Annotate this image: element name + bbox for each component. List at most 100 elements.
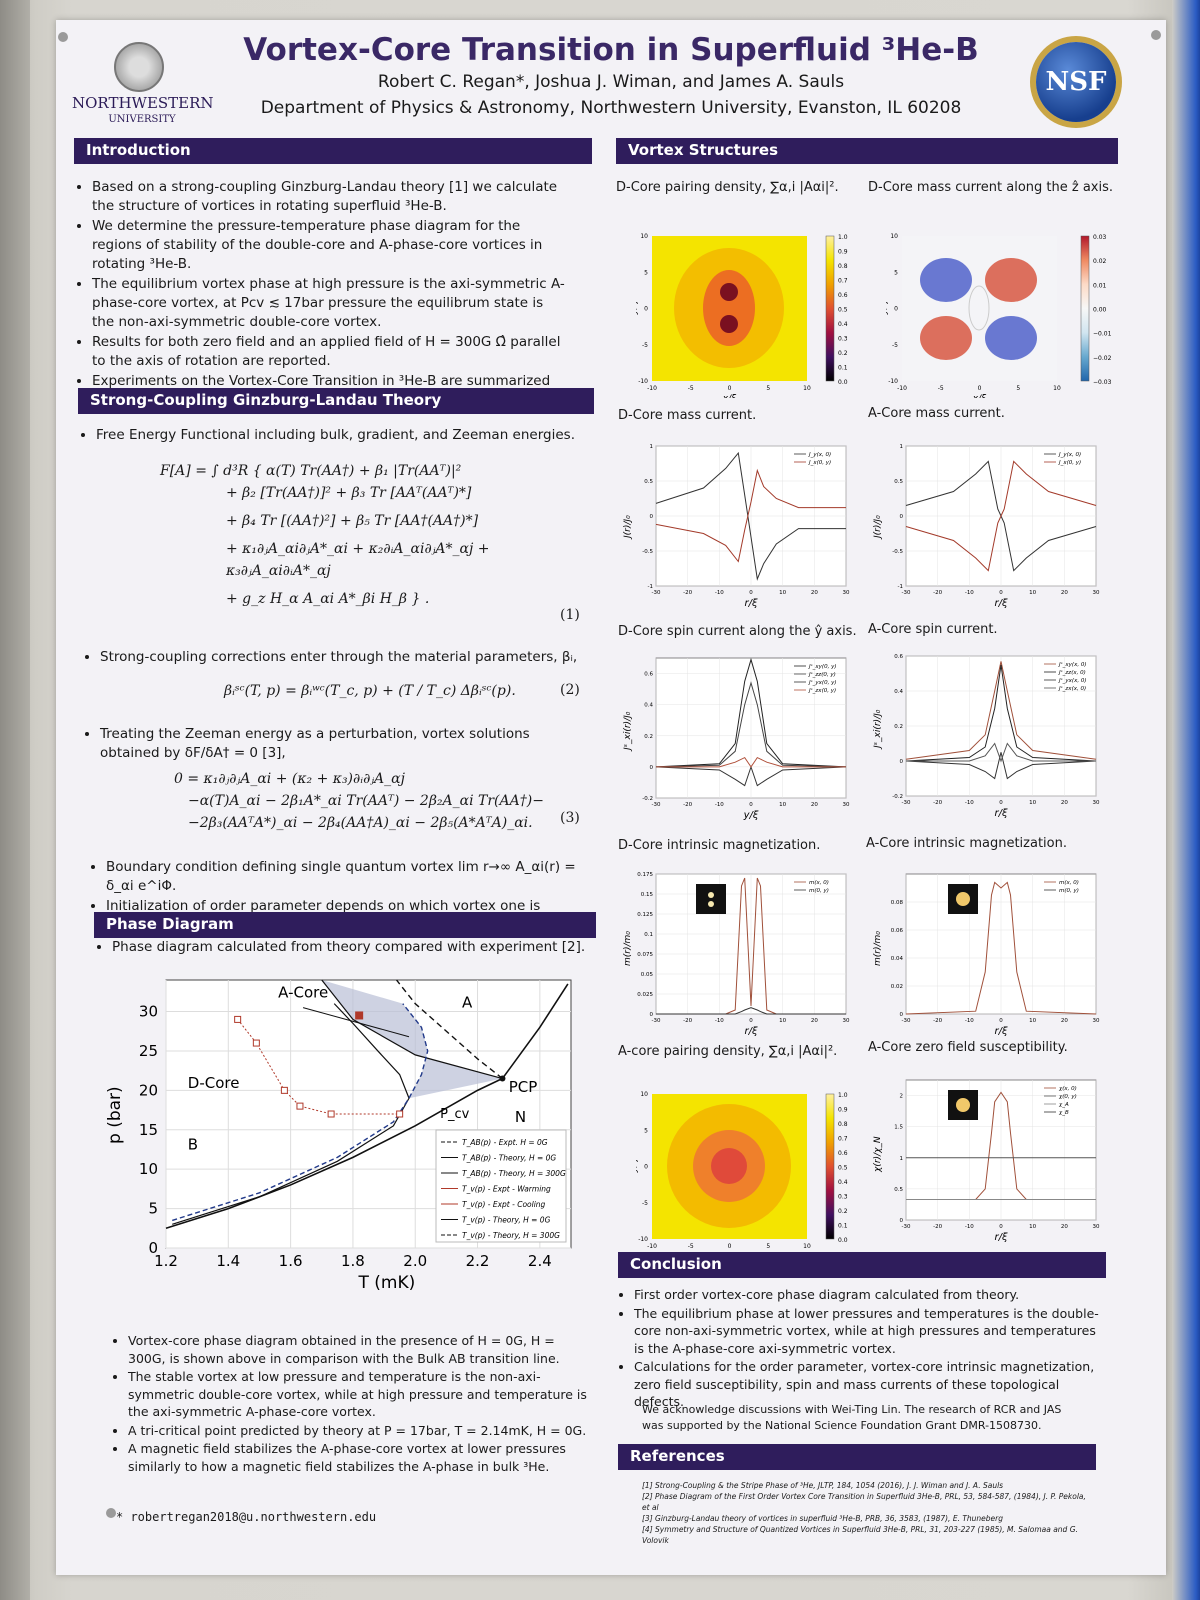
region-label: A [462, 994, 473, 1012]
x-tick-label: -5 [688, 1243, 694, 1250]
conclusion-bullet: Calculations for the order parameter, vo… [634, 1358, 1108, 1411]
heatmap-core [703, 270, 755, 346]
board-right-edge [1172, 0, 1200, 1600]
core-outline [968, 285, 990, 331]
x-tick-label: 0 [999, 1224, 1003, 1230]
x-tick-label: -30 [652, 802, 661, 808]
section-vortex-structures-heading: Vortex Structures [616, 138, 1118, 164]
x-tick-label: 10 [779, 1018, 786, 1024]
legend-entry: m(x, 0) [1059, 880, 1079, 886]
y-tick-label: -5 [642, 1200, 648, 1207]
colorbar-tick: −0.03 [1093, 379, 1112, 386]
legend-entry: m(0, y) [1059, 888, 1079, 894]
x-tick-label: -20 [933, 590, 942, 596]
equation-2: βᵢˢᶜ(T, p) = βᵢʷᶜ(T_c, p) + (T / T_c) Δβ… [224, 683, 516, 699]
y-tick-label: 0.4 [644, 703, 653, 709]
y-tick-label: -1 [898, 584, 903, 590]
x-axis-label: r/ξ [744, 598, 757, 609]
x-tick-label: 10 [779, 802, 786, 808]
y-axis-label: y/ξ [636, 300, 639, 315]
y-tick-label: 0 [900, 1218, 904, 1224]
cooling-data-point [280, 1086, 288, 1094]
poster: NORTHWESTERN UNIVERSITY Vortex-Core Trans… [56, 20, 1166, 1575]
x-tick-label: -20 [933, 1018, 942, 1024]
series-line [905, 881, 1097, 1015]
colorbar-tick: 0.2 [838, 1208, 848, 1215]
phase-bullet: A magnetic field stabilizes the A-phase-… [128, 1440, 592, 1475]
reference-item: [1] Strong-Coupling & the Stripe Phase o… [642, 1481, 1004, 1490]
legend-entry: m(x, 0) [809, 880, 829, 886]
y-tick-label: 0 [650, 765, 654, 771]
caption: D-Core mass current along the ẑ axis. [868, 180, 1114, 195]
section-introduction-heading: Introduction [74, 138, 592, 164]
a-core-spin-current-chart: -30 -20 -10 0 10 20 30 -0.2 0 0.2 0.4 0.6 r/ξ Jˢ_xi(r… [873, 654, 1100, 819]
pcp-point [499, 1075, 506, 1082]
colorbar-tick: 0.9 [838, 249, 848, 256]
inset-core [956, 892, 970, 906]
x-tick-label: 0 [999, 1018, 1003, 1024]
x-tick-label: 1.8 [341, 1252, 365, 1270]
gl-bullet: Treating the Zeeman energy as a perturba… [84, 725, 584, 764]
d-core-mass-current-chart: -30 -20 -10 0 10 20 30 -1 -0.5 0 0.5 1 r/ξ J(r)/J₀ J_y… [623, 444, 850, 609]
x-tick-label: 2.4 [528, 1252, 552, 1270]
y-axis-label: m(r)/m₀ [623, 931, 633, 966]
x-tick-label: -30 [652, 590, 661, 596]
x-axis-label: r/ξ [994, 598, 1007, 609]
cooling-data-point [234, 1015, 242, 1023]
x-tick-label: -30 [902, 1224, 911, 1230]
series-line [172, 1003, 429, 1222]
section-phase-diagram-heading: Phase Diagram [94, 912, 596, 938]
colorbar-tick: 0.8 [838, 1121, 848, 1128]
x-tick-label: 1.2 [154, 1252, 178, 1270]
conclusion-bullet: First order vortex-core phase diagram ca… [634, 1286, 1108, 1304]
legend-entry: J_y(x, 0) [808, 452, 831, 458]
x-tick-label: -30 [902, 800, 911, 806]
x-axis-label: x/ξ [722, 394, 737, 398]
y-tick-label: -5 [642, 342, 648, 349]
series-line [906, 742, 1096, 763]
phase-bullets: Vortex-core phase diagram obtained in th… [112, 1332, 592, 1476]
x-tick-label: 0 [999, 800, 1003, 806]
a-core-magnetization-chart: -30 -20 -10 0 10 20 30 0 0.02 0.04 0.06 0.08 r/ξ m(r)… [873, 873, 1100, 1037]
x-tick-label: -10 [965, 590, 974, 596]
colorbar-tick: 0.4 [838, 1179, 848, 1186]
acore-region-fill [321, 980, 503, 1099]
x-tick-label: 2.2 [466, 1252, 490, 1270]
colorbar-tick: 0.0 [838, 1237, 848, 1244]
legend-entry: χ_A [1058, 1102, 1069, 1108]
equation-number: (1) [560, 607, 580, 623]
y-axis-label: Jˢ_xi(r)/J₀ [873, 709, 883, 750]
x-tick-label: 5 [766, 1243, 770, 1250]
y-tick-label: 10 [890, 233, 898, 240]
region-label: A-Core [278, 983, 328, 1001]
y-tick-label: 0.075 [637, 952, 653, 958]
colorbar-tick: 0.01 [1093, 282, 1107, 289]
y-tick-label: -0.5 [642, 549, 653, 555]
region-label: N [515, 1108, 526, 1126]
x-tick-label: 0 [749, 802, 753, 808]
cooling-data-point [252, 1039, 260, 1047]
y-tick-label: 0.1 [644, 932, 653, 938]
series-line [905, 661, 1097, 760]
a-core-mass-current-chart: -30 -20 -10 0 10 20 30 -1 -0.5 0 0.5 1 r/ξ J(r)/J₀ J_y… [873, 444, 1100, 609]
series-line [165, 983, 569, 1230]
x-tick-label: 0 [999, 590, 1003, 596]
conclusion-text: First order vortex-core phase diagram ca… [618, 1286, 1108, 1412]
legend-entry: T_AB(p) - Theory, H = 300G [462, 1169, 566, 1178]
x-tick-label: 10 [779, 590, 786, 596]
legend-entry: T_AB(p) - Expt. H = 0G [462, 1138, 548, 1147]
legend-entry: Jˢ_yx(x, 0) [1058, 678, 1086, 684]
x-tick-label: 20 [1061, 590, 1068, 596]
x-tick-label: 10 [1029, 800, 1036, 806]
northwestern-seal-logo [114, 42, 164, 92]
colorbar-tick: 0.1 [838, 1223, 848, 1230]
series-line [905, 664, 1097, 762]
section-conclusion-heading: Conclusion [618, 1252, 1106, 1278]
legend-entry: T_v(p) - Theory, H = 300G [462, 1231, 560, 1240]
cooling-data-point [396, 1110, 404, 1118]
x-tick-label: 0 [749, 1018, 753, 1024]
legend-entry: Jˢ_zz(0, y) [808, 672, 836, 678]
y-tick-label: 5 [148, 1200, 158, 1218]
legend-entry: J_y(x, 0) [1058, 452, 1081, 458]
x-tick-label: 20 [1061, 800, 1068, 806]
